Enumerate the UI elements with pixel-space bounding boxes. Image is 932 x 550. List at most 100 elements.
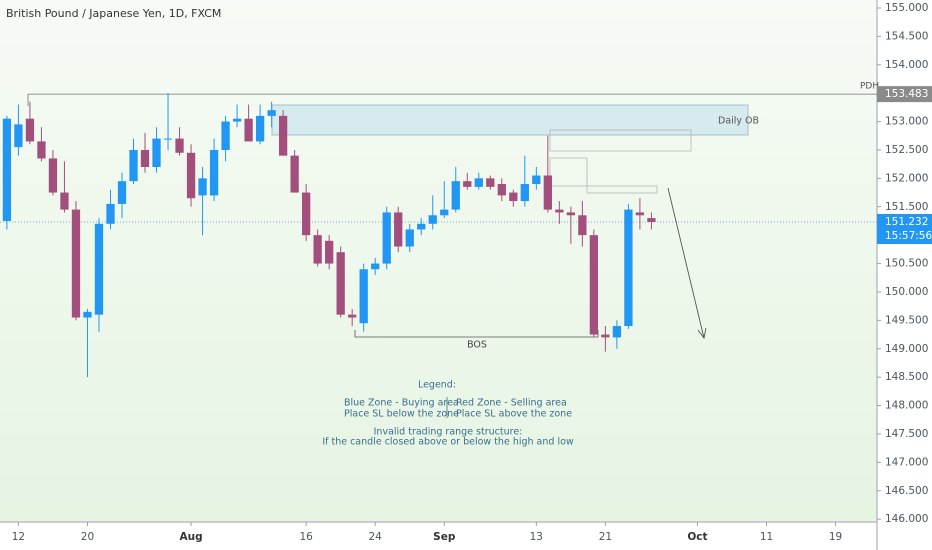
candle-body	[532, 175, 541, 185]
candle-body	[48, 158, 58, 193]
candle-body	[37, 141, 46, 159]
y-tick-label: 154.000	[885, 59, 928, 71]
x-tick-label: 11	[760, 531, 773, 543]
candle-body	[163, 138, 173, 140]
pdh-price-label: 153.483	[885, 88, 928, 100]
invalid-title: Invalid trading range structure:	[374, 427, 523, 438]
legend-red: Red Zone - Selling area	[456, 398, 567, 409]
candle-body	[221, 121, 230, 150]
candle-body	[278, 115, 288, 156]
candle-body	[451, 181, 460, 210]
legend-title: Legend:	[418, 380, 456, 391]
pdh-label: PDH	[860, 82, 879, 92]
candle-body	[624, 209, 633, 327]
candle-body	[267, 110, 276, 116]
x-tick-label: 13	[530, 531, 543, 543]
candle-body	[359, 269, 368, 324]
y-tick-label: 152.000	[885, 172, 928, 184]
x-tick-label: 24	[369, 531, 383, 543]
legend-red-sl: Place SL above the zone	[456, 409, 572, 420]
candle-body	[601, 334, 610, 338]
y-tick-label: 155.000	[885, 2, 928, 14]
candle-body	[371, 263, 380, 270]
y-tick-label: 151.500	[885, 201, 928, 213]
candle-body	[60, 192, 69, 210]
candle-body	[555, 209, 564, 213]
candle-body	[83, 311, 92, 318]
x-tick-label: 20	[81, 531, 94, 543]
y-tick-label: 149.500	[885, 314, 928, 326]
x-tick-label: 16	[299, 531, 313, 543]
candle-body	[209, 149, 219, 196]
candle-body	[186, 152, 196, 199]
x-tick-label: 21	[599, 531, 612, 543]
order-block-label: Daily OB	[718, 116, 759, 127]
x-tick-label: Aug	[179, 531, 202, 543]
plot-background	[0, 0, 877, 522]
y-tick-label: 148.000	[885, 400, 928, 412]
range-box	[586, 185, 658, 194]
x-tick-label: 19	[829, 531, 842, 543]
candle-body	[589, 235, 599, 335]
y-tick-label: 153.000	[885, 116, 928, 128]
legend-blue: Blue Zone - Buying area	[344, 398, 459, 409]
x-tick-label: Sep	[433, 531, 456, 543]
x-tick-label: 12	[12, 531, 25, 543]
time-axis	[0, 522, 877, 550]
invalid-text: If the candle closed above or below the …	[322, 437, 574, 448]
range-box	[549, 157, 588, 187]
y-tick-label: 150.000	[885, 286, 928, 298]
y-tick-label: 149.000	[885, 343, 928, 355]
candle-body	[394, 212, 403, 247]
pdh-price-box	[877, 86, 932, 103]
legend-blue-sl: Place SL below the zone	[344, 409, 459, 420]
candle-body	[635, 212, 645, 216]
candle-body	[520, 184, 529, 202]
candle-body	[417, 223, 426, 230]
projection-arrow	[667, 187, 705, 339]
candle-body	[463, 181, 472, 187]
candle-body	[71, 209, 81, 318]
order-block-zone	[271, 104, 749, 136]
candle-body	[2, 118, 12, 221]
last-price-label: 151.232	[885, 216, 928, 228]
candle-body	[647, 218, 656, 222]
candle-body	[129, 149, 138, 182]
candle-body	[313, 235, 322, 264]
candle-body	[198, 178, 207, 196]
candle-body	[117, 181, 127, 204]
y-tick-label: 150.500	[885, 258, 928, 270]
y-tick-label: 146.500	[885, 485, 928, 497]
y-tick-label: 147.000	[885, 456, 928, 468]
candle-body	[566, 212, 575, 216]
annotations	[271, 104, 749, 418]
arrow-head	[697, 327, 707, 340]
candle-body	[382, 212, 391, 264]
candle-body	[578, 215, 587, 236]
candle-body	[175, 138, 184, 153]
candle-body	[94, 223, 104, 315]
candle-body	[255, 115, 265, 142]
price-timer: 15:57:56	[885, 230, 932, 242]
y-tick-label: 152.500	[885, 144, 928, 156]
candle-body	[232, 118, 242, 122]
y-tick-label: 146.000	[885, 513, 928, 525]
y-tick-label: 148.500	[885, 371, 928, 383]
x-tick-label: Oct	[687, 531, 707, 543]
candle-body	[325, 240, 334, 264]
candle-body	[348, 314, 357, 318]
candle-body	[336, 252, 345, 315]
candle-body	[290, 155, 299, 193]
candle-body	[474, 178, 483, 187]
bos-label: BOS	[467, 340, 487, 351]
candle-body	[140, 149, 150, 167]
candle-body	[14, 124, 23, 148]
y-tick-label: 147.500	[885, 428, 928, 440]
candle-body	[106, 203, 115, 224]
candle-body	[244, 118, 253, 142]
y-tick-label: 154.500	[885, 30, 928, 42]
candle-body	[543, 175, 552, 210]
candle-body	[428, 215, 437, 224]
candle-body	[486, 178, 495, 187]
